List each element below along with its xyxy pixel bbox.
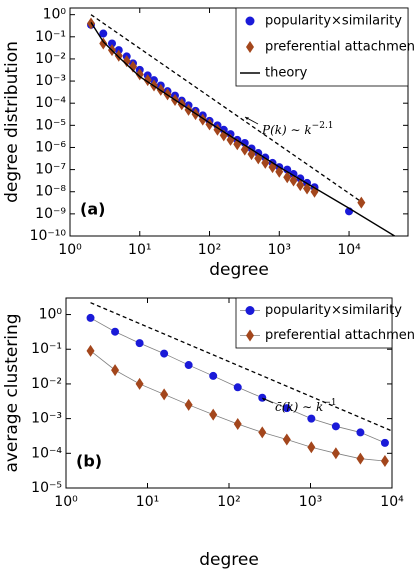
point	[184, 361, 193, 370]
y-tick-label: 10⁻⁵	[31, 480, 62, 496]
y-tick-label: 10⁰	[43, 7, 67, 23]
point	[86, 313, 95, 322]
plot-area	[87, 14, 395, 236]
y-tick-label: 10⁻¹⁰	[30, 228, 67, 244]
annotation-arrowhead	[262, 398, 266, 401]
point	[135, 377, 144, 390]
reference-line	[90, 14, 362, 203]
series-line	[90, 21, 395, 236]
point	[209, 371, 218, 380]
point	[283, 171, 292, 184]
x-tick-label: 10³	[299, 494, 322, 510]
x-axis-label: degree	[199, 550, 259, 570]
x-tick-label: 10⁰	[54, 494, 78, 510]
point	[282, 404, 291, 413]
y-axis-label: degree distribution	[2, 41, 22, 203]
point	[135, 339, 144, 348]
x-axis-label: degree	[209, 260, 269, 280]
legend-box	[235, 7, 409, 87]
series-line	[90, 350, 385, 462]
y-tick-label: 10⁻³	[31, 411, 62, 427]
annotation-exponent: −1	[323, 398, 336, 408]
point	[209, 408, 218, 421]
point	[233, 383, 242, 392]
legend-label: preferential attachment	[265, 328, 415, 343]
y-axis-label: average clustering	[2, 313, 22, 472]
y-tick-label: 10⁻³	[35, 73, 66, 89]
legend-label: theory	[265, 66, 308, 81]
legend-label: preferential attachment	[265, 40, 415, 55]
y-tick-label: 10⁻⁹	[35, 206, 66, 222]
annotation-arrowhead	[245, 117, 249, 120]
x-tick-label: 10¹	[128, 242, 151, 258]
plot-area	[86, 302, 392, 468]
point	[303, 182, 312, 195]
annotation-exponent: −2.1	[312, 121, 334, 131]
y-tick-label: 10⁻⁷	[35, 162, 66, 178]
point	[307, 414, 316, 423]
point	[258, 426, 267, 439]
point	[380, 455, 389, 468]
x-tick-label: 10⁴	[337, 242, 361, 258]
point	[331, 447, 340, 460]
point	[122, 55, 131, 68]
point	[108, 39, 117, 48]
y-tick-label: 10⁻¹	[31, 341, 62, 357]
panel-label: (a)	[80, 200, 105, 219]
legend-marker	[245, 16, 255, 26]
x-tick-label: 10¹	[136, 494, 159, 510]
point	[307, 441, 316, 454]
legend-box	[235, 297, 393, 349]
point	[283, 165, 292, 174]
x-tick-label: 10³	[268, 242, 291, 258]
point	[357, 196, 366, 209]
point	[99, 37, 108, 50]
panel-label: (b)	[76, 452, 102, 471]
point	[111, 364, 120, 377]
legend-marker	[246, 41, 254, 53]
legend-label: popularity×similarity	[265, 303, 402, 318]
annotation: P(k) ∼ k−2.1	[261, 121, 334, 137]
annotation-text: c̄(k) ∼ k	[275, 400, 323, 414]
x-tick-label: 10⁴	[380, 494, 404, 510]
point	[233, 417, 242, 430]
y-tick-label: 10⁻⁵	[35, 117, 66, 133]
point	[129, 60, 138, 73]
y-tick-label: 10⁻²	[35, 51, 66, 67]
point	[184, 398, 193, 411]
point	[356, 452, 365, 465]
x-tick-label: 10²	[217, 494, 240, 510]
legend-marker	[246, 329, 254, 342]
reference-line	[90, 302, 392, 432]
x-tick-label: 10⁰	[58, 242, 82, 258]
plot-frame	[65, 297, 393, 489]
point	[296, 179, 305, 192]
y-tick-label: 10⁻¹	[35, 29, 66, 45]
point	[111, 327, 120, 336]
point	[160, 388, 169, 401]
y-tick-label: 10⁻⁴	[31, 445, 62, 461]
legend-marker	[245, 306, 255, 315]
y-tick-label: 10⁻⁶	[35, 139, 66, 155]
point	[160, 349, 169, 358]
annotation-text: P(k) ∼ k	[261, 123, 312, 137]
y-tick-label: 10⁻²	[31, 376, 62, 392]
y-tick-label: 10⁰	[39, 307, 63, 323]
point	[99, 29, 108, 38]
point	[240, 138, 249, 147]
point	[282, 433, 291, 446]
point	[380, 438, 389, 447]
point	[86, 344, 95, 357]
point	[289, 174, 298, 187]
y-tick-label: 10⁻⁸	[35, 184, 66, 200]
point	[356, 428, 365, 437]
legend-label: popularity×similarity	[265, 14, 402, 29]
y-tick-label: 10⁻⁴	[35, 95, 66, 111]
point	[331, 422, 340, 431]
annotation: c̄(k) ∼ k−1	[275, 398, 337, 414]
x-tick-label: 10²	[198, 242, 221, 258]
